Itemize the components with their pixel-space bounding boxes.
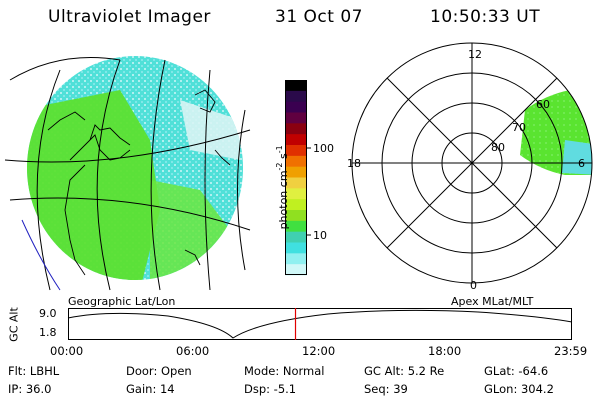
info-flt: Flt: LBHL xyxy=(8,364,60,378)
color-bar-stripe xyxy=(285,264,307,276)
info-mode: Mode: Normal xyxy=(244,364,325,378)
altitude-x-tick: 00:00 xyxy=(50,344,84,358)
color-bar-stripe xyxy=(285,242,307,254)
color-bar-stripe xyxy=(285,166,307,178)
color-bar-tick-10: 10 xyxy=(313,229,327,242)
info-seq: Seq: 39 xyxy=(364,382,408,396)
info-ip: IP: 36.0 xyxy=(8,382,52,396)
info-gc-alt: GC Alt: 5.2 Re xyxy=(364,364,445,378)
info-dsp: Dsp: -5.1 xyxy=(244,382,297,396)
altitude-x-tick: 18:00 xyxy=(428,344,462,358)
lat-80-label: 80 xyxy=(491,141,505,154)
altitude-axis-title: GC Alt xyxy=(7,307,21,342)
polar-plot xyxy=(351,42,593,284)
app-title: Ultraviolet Imager xyxy=(48,7,211,27)
aurora-image xyxy=(27,56,243,280)
apex-label: Apex MLat/MLT xyxy=(451,295,534,308)
mlt-18-label: 18 xyxy=(347,157,361,170)
color-bar-stripe xyxy=(285,134,307,146)
mlt-6-label: 6 xyxy=(578,157,585,170)
color-bar-unit-label: photon cm-2 s-1 xyxy=(275,145,290,230)
altitude-plot xyxy=(67,308,573,340)
color-bar-stripe xyxy=(285,199,307,211)
geographic-image xyxy=(4,56,251,291)
polar-grid xyxy=(351,42,593,284)
color-bar-stripe xyxy=(285,145,307,157)
color-bar-ticks xyxy=(307,147,311,236)
color-bar-stripe xyxy=(285,123,307,135)
color-bar-stripe xyxy=(285,80,307,92)
color-bar-stripe xyxy=(285,90,307,103)
color-bar-stripe xyxy=(285,220,307,233)
color-bar-stripe xyxy=(285,177,307,189)
color-bar-tick-100: 100 xyxy=(313,142,334,155)
terminator-line xyxy=(21,219,61,291)
info-gain: Gain: 14 xyxy=(126,382,175,396)
altitude-x-tick: 12:00 xyxy=(302,344,336,358)
color-bar-stripe xyxy=(285,188,307,200)
color-bar-stripe xyxy=(285,253,307,265)
altitude-y-min: 1.8 xyxy=(39,326,57,339)
color-bar-stripe xyxy=(285,231,307,243)
color-bar-stripe xyxy=(285,210,307,222)
lat-60-label: 60 xyxy=(536,98,550,111)
mlt-0-label: 0 xyxy=(470,279,477,292)
color-bar xyxy=(285,80,307,276)
altitude-curve xyxy=(67,309,573,339)
lat-70-label: 70 xyxy=(512,121,526,134)
geo-grid xyxy=(4,57,251,291)
color-bar-stripe xyxy=(285,101,307,113)
date-label: 31 Oct 07 xyxy=(275,7,363,27)
time-label: 10:50:33 UT xyxy=(430,7,541,27)
mlt-12-label: 12 xyxy=(468,48,482,61)
info-glon: GLon: 304.2 xyxy=(484,382,554,396)
info-glat: GLat: -64.6 xyxy=(484,364,549,378)
geographic-label: Geographic Lat/Lon xyxy=(68,295,176,308)
altitude-x-tick: 06:00 xyxy=(176,344,210,358)
coastlines xyxy=(47,89,231,276)
altitude-y-max: 9.0 xyxy=(39,307,57,320)
color-bar-stripe xyxy=(285,155,307,168)
color-bar-stripe xyxy=(285,112,307,124)
altitude-x-tick: 23:59 xyxy=(554,344,588,358)
info-door: Door: Open xyxy=(126,364,192,378)
